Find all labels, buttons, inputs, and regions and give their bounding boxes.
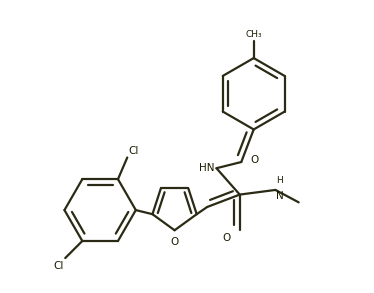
Text: CH₃: CH₃ — [245, 30, 262, 40]
Text: Cl: Cl — [128, 146, 138, 156]
Text: O: O — [223, 233, 231, 243]
Text: Cl: Cl — [53, 260, 64, 270]
Text: O: O — [171, 237, 179, 247]
Text: O: O — [250, 156, 258, 166]
Text: HN: HN — [199, 163, 215, 173]
Text: N: N — [276, 192, 284, 202]
Text: H: H — [276, 176, 283, 185]
